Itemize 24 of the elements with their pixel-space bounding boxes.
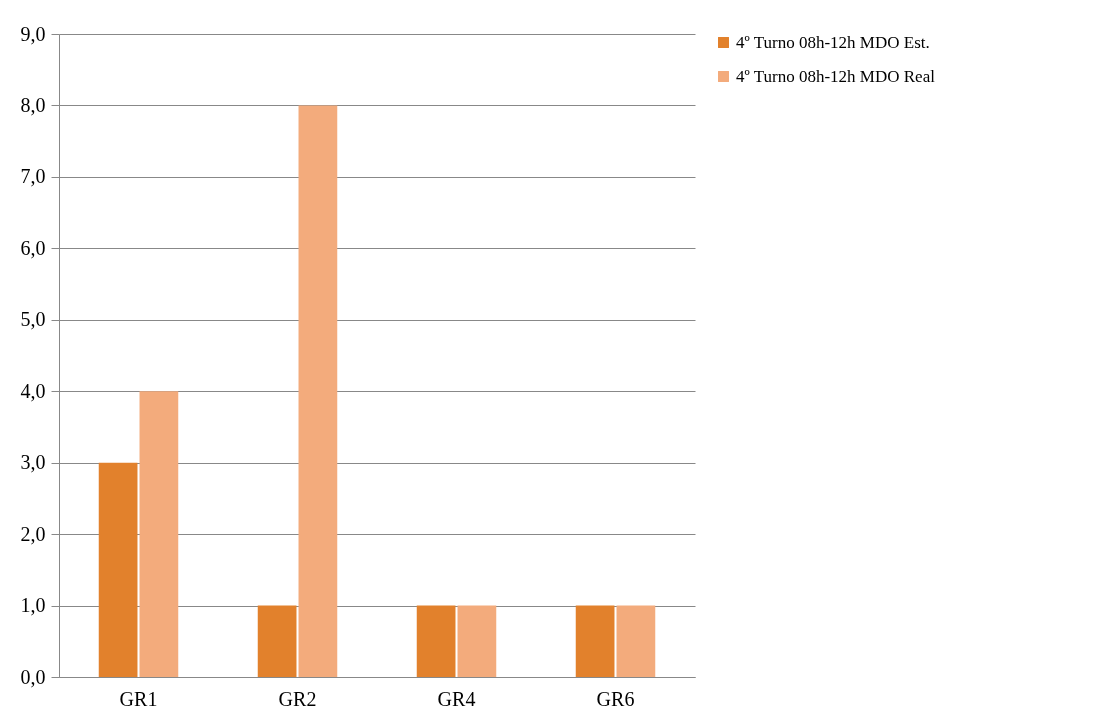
bar xyxy=(416,605,456,677)
x-tick-label: GR2 xyxy=(278,687,317,710)
x-tick-label: GR6 xyxy=(596,687,635,710)
y-tick-label: 9,0 xyxy=(20,22,46,45)
legend-label: 4º Turno 08h-12h MDO Real xyxy=(736,66,936,86)
bar xyxy=(575,605,615,677)
bar xyxy=(139,391,179,677)
y-tick-label: 0,0 xyxy=(20,665,46,688)
y-tick-label: 6,0 xyxy=(20,236,46,259)
y-tick-label: 2,0 xyxy=(20,522,46,545)
bar xyxy=(616,605,656,677)
y-tick-label: 1,0 xyxy=(20,594,46,617)
y-tick-label: 5,0 xyxy=(20,308,46,331)
x-tick-label: GR4 xyxy=(437,687,476,710)
legend-label: 4º Turno 08h-12h MDO Est. xyxy=(736,32,930,52)
x-tick-label: GR1 xyxy=(119,687,158,710)
bar xyxy=(98,462,138,677)
bar xyxy=(457,605,497,677)
bar xyxy=(257,605,297,677)
y-tick-label: 8,0 xyxy=(20,93,46,116)
bar xyxy=(298,105,338,677)
y-tick-label: 3,0 xyxy=(20,451,46,474)
y-tick-label: 7,0 xyxy=(20,165,46,188)
y-tick-label: 4,0 xyxy=(20,379,46,402)
